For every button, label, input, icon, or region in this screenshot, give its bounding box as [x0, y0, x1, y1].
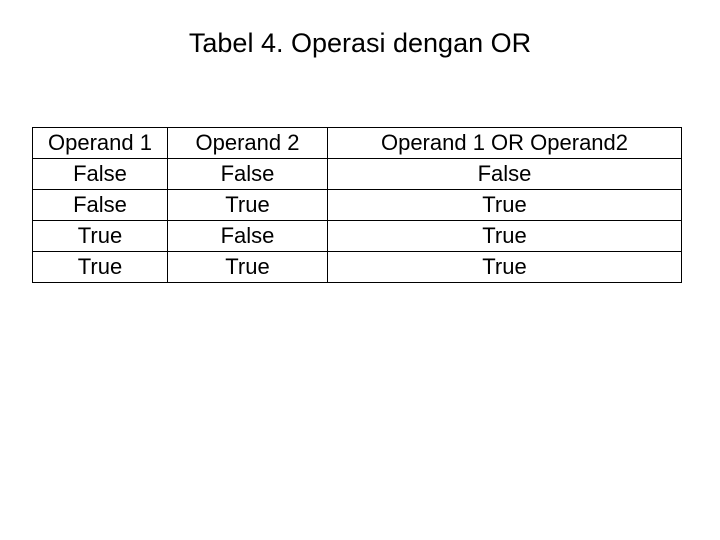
page-title: Tabel 4. Operasi dengan OR — [0, 28, 720, 59]
column-header: Operand 1 OR Operand2 — [328, 128, 682, 159]
table-cell: True — [33, 252, 168, 283]
table-cell: False — [168, 159, 328, 190]
table-row: False True True — [33, 190, 682, 221]
table-cell: True — [168, 252, 328, 283]
truth-table: Operand 1 Operand 2 Operand 1 OR Operand… — [32, 127, 682, 283]
table-cell: False — [168, 221, 328, 252]
table-wrapper: Operand 1 Operand 2 Operand 1 OR Operand… — [0, 127, 720, 283]
table-header-row: Operand 1 Operand 2 Operand 1 OR Operand… — [33, 128, 682, 159]
table-row: False False False — [33, 159, 682, 190]
table-row: True True True — [33, 252, 682, 283]
table-cell: True — [328, 190, 682, 221]
table-cell: False — [328, 159, 682, 190]
column-header: Operand 2 — [168, 128, 328, 159]
table-cell: True — [33, 221, 168, 252]
table-cell: True — [328, 252, 682, 283]
table-cell: True — [328, 221, 682, 252]
column-header: Operand 1 — [33, 128, 168, 159]
table-cell: False — [33, 159, 168, 190]
table-row: True False True — [33, 221, 682, 252]
table-cell: True — [168, 190, 328, 221]
table-cell: False — [33, 190, 168, 221]
